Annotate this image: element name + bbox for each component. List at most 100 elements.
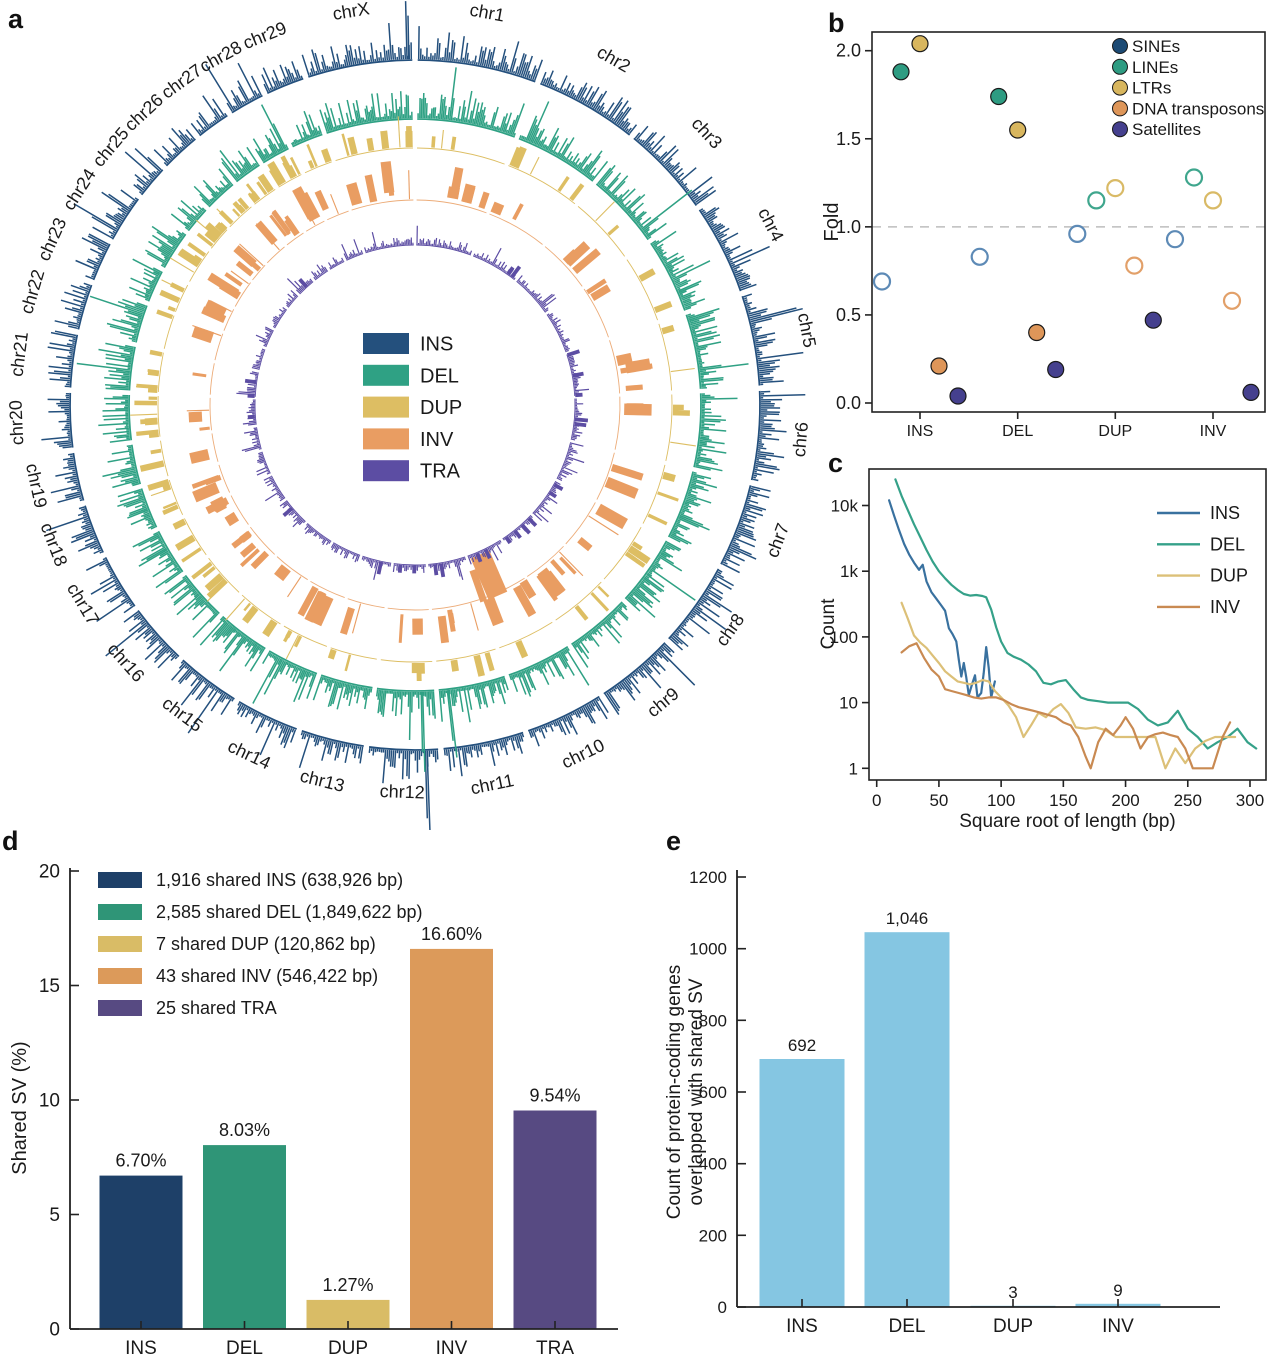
x-axis-title: Square root of length (bp) — [959, 811, 1176, 832]
chromosome-arc — [278, 174, 302, 188]
chromosome-arc — [508, 646, 569, 677]
chromosome-label: chr19 — [22, 462, 51, 510]
inv-spike — [255, 223, 280, 251]
chromosome-arc — [624, 540, 668, 600]
legend-swatch-ins — [363, 333, 409, 354]
chromosome-arc — [508, 165, 576, 205]
chromosome-arc — [347, 598, 385, 609]
chromosome-arc — [566, 354, 576, 396]
chromosome-label: chr18 — [37, 520, 72, 569]
chromosome-arc — [211, 433, 219, 462]
dup-bar — [237, 197, 250, 211]
legend-swatch-dup — [363, 396, 409, 418]
data-point-dna-transposons — [930, 357, 948, 375]
chromosome-arc — [693, 393, 702, 468]
x-tick-label: 50 — [929, 791, 948, 810]
chromosome-arc — [208, 183, 234, 208]
inv-block — [297, 585, 319, 617]
legend-label: DNA transposons — [1132, 99, 1264, 118]
chromosome-arc — [393, 563, 426, 566]
dup-bar — [267, 161, 286, 186]
chromosome-arc — [286, 500, 306, 522]
chromosome-arc — [502, 514, 532, 540]
inv-spike — [330, 193, 339, 215]
y-tick-label: 10 — [839, 694, 858, 713]
inv-block — [490, 201, 505, 216]
chromosome-label: chr3 — [688, 113, 727, 152]
dup-bar — [147, 478, 170, 491]
dup-bar — [672, 409, 690, 416]
chromosome-arc — [283, 625, 328, 647]
chromosome-arc — [546, 314, 567, 353]
chromosome-arc — [308, 59, 413, 78]
chromosome-label: chr12 — [379, 781, 425, 802]
chromosome-arc — [320, 674, 373, 689]
chromosome-arc — [431, 599, 480, 610]
chromosome-label: chr6 — [789, 421, 812, 458]
bar-value-label: 9.54% — [529, 1086, 580, 1106]
chromosome-arc — [254, 372, 259, 397]
line-ins — [887, 499, 996, 699]
dup-bar — [631, 541, 643, 551]
dup-bar — [256, 181, 268, 196]
data-point-sines — [872, 272, 892, 291]
chromosome-arc — [583, 288, 609, 338]
circos-ring-ins — [41, 1, 806, 830]
chromosome-arc — [266, 246, 285, 264]
shared-sv-bar-chart: 0 5 10 15 20 Shared SV (%) 6.70% 8.03% 1.27% 16.6… — [9, 862, 618, 1359]
chromosome-arc — [299, 281, 314, 295]
chromosome-arc — [417, 118, 516, 138]
inv-block — [605, 479, 625, 493]
dup-bar — [147, 386, 158, 393]
inv-block — [364, 174, 378, 203]
dup-bar — [139, 460, 165, 472]
chromosome-arc — [199, 114, 228, 137]
chromosome-arc — [69, 392, 74, 448]
data-point-sines — [1165, 230, 1185, 249]
dup-bar — [662, 471, 676, 483]
dup-spike — [169, 257, 195, 273]
chromosome-arc — [128, 346, 136, 391]
dup-bar — [511, 146, 527, 169]
dup-bar — [214, 221, 227, 234]
chromosome-arc — [665, 394, 673, 462]
bar-value-label: 16.60% — [421, 924, 482, 944]
dup-spike — [216, 208, 233, 224]
chromosome-arc — [72, 452, 85, 501]
inv-block — [210, 496, 227, 512]
inv-block — [255, 220, 278, 245]
chromosome-arc — [184, 574, 220, 615]
chromosome-arc — [140, 169, 164, 196]
chromosome-arc — [274, 309, 288, 329]
chromosome-arc — [603, 526, 642, 580]
chromosome-arc — [327, 210, 349, 221]
chromosome-arc — [160, 440, 169, 477]
chromosome-arc — [489, 213, 543, 245]
data-point-satellites — [1047, 360, 1065, 379]
panel-label-a: a — [8, 4, 24, 34]
circos-ring-del — [76, 67, 749, 772]
chromosome-arc — [256, 427, 262, 450]
inv-block — [616, 352, 633, 366]
chromosome-label: chr23 — [34, 215, 71, 264]
y-tick-label: 800 — [699, 1011, 727, 1030]
dup-bar — [607, 224, 620, 236]
data-point-dna-transposons — [1222, 291, 1242, 310]
inv-block — [543, 570, 566, 596]
chromosome-arc — [365, 244, 414, 254]
chromosome-label: chr4 — [754, 205, 788, 245]
chromosome-arc — [526, 545, 564, 577]
data-point-ltrs — [1009, 121, 1027, 139]
chromosome-arc — [438, 675, 505, 691]
chromosome-arc — [314, 270, 329, 281]
chromosome-arc — [720, 485, 752, 565]
legend-label: INV — [1210, 597, 1240, 617]
chromosome-arc — [84, 505, 104, 553]
chromosome-label: chr28 — [196, 37, 245, 76]
inv-block — [437, 615, 450, 644]
data-point-lines — [1087, 191, 1106, 210]
data-point-ltrs — [1203, 191, 1223, 210]
y-tick-label: 1.5 — [836, 129, 861, 149]
dup-bar — [206, 578, 228, 599]
chromosome-arc — [157, 530, 184, 573]
